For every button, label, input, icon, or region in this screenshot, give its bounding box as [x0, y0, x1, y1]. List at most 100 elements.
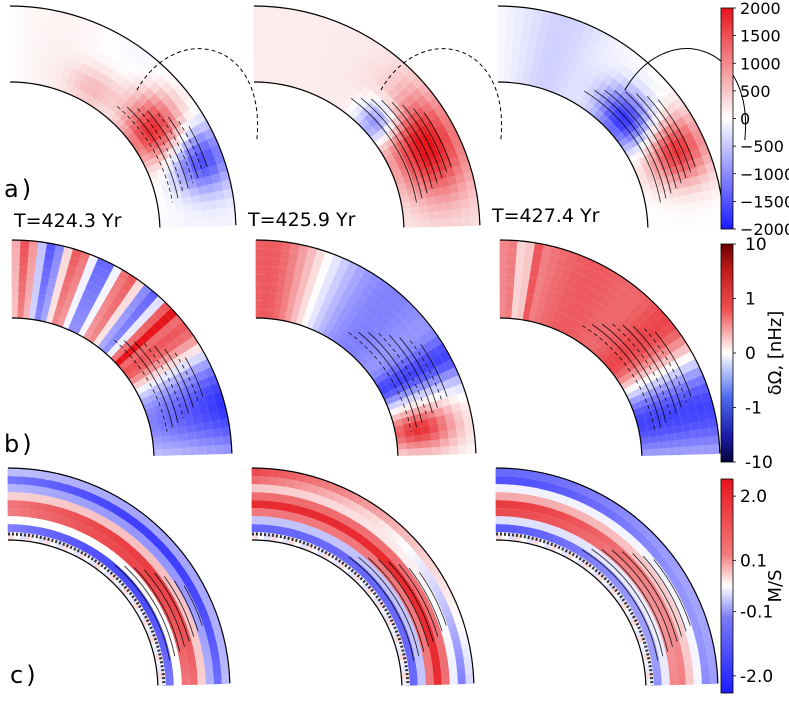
- contour-line-a-1: [157, 113, 194, 184]
- cell-b-2: [255, 266, 265, 275]
- cell-a-3: [645, 201, 655, 210]
- cell-b-3: [580, 336, 592, 347]
- cell-a-2: [471, 215, 480, 226]
- cell-a-1: [25, 32, 35, 42]
- cell-b-1: [87, 322, 98, 334]
- cell-b-3: [688, 412, 699, 424]
- cell-c-3: [551, 492, 562, 503]
- cell-a-1: [193, 218, 203, 227]
- cell-b-3: [598, 351, 610, 363]
- cell-c-2: [311, 476, 324, 488]
- cell-b-2: [432, 399, 443, 411]
- cell-a-2: [452, 200, 462, 211]
- cell-b-2: [404, 435, 415, 444]
- cell-b-3: [686, 404, 698, 416]
- cell-a-1: [120, 112, 132, 124]
- cell-b-1: [49, 269, 60, 281]
- cell-b-1: [113, 319, 125, 331]
- cell-b-3: [702, 444, 712, 455]
- cell-a-3: [531, 17, 543, 28]
- cell-b-1: [196, 445, 206, 455]
- cell-b-3: [666, 440, 677, 449]
- cell-c-3: [512, 468, 524, 478]
- cell-a-2: [417, 198, 428, 208]
- cell-b-1: [97, 339, 109, 351]
- cell-b-2: [461, 408, 472, 420]
- cell-a-1: [28, 66, 38, 76]
- cell-b-2: [357, 319, 369, 331]
- cell-b-3: [639, 430, 649, 439]
- cell-a-3: [523, 67, 532, 77]
- cell-a-1: [60, 20, 72, 32]
- cell-a-2: [436, 169, 448, 181]
- cell-b-3: [585, 318, 597, 330]
- cell-a-1: [199, 139, 211, 152]
- cell-b-2: [379, 385, 391, 396]
- panel-a-2: [253, 5, 503, 228]
- cell-b-1: [91, 314, 103, 326]
- cell-a-3: [693, 183, 704, 195]
- cell-a-3: [699, 172, 710, 185]
- cell-b-3: [590, 332, 602, 344]
- cell-a-3: [532, 8, 544, 19]
- cell-c-1: [38, 494, 49, 504]
- cell-b-1: [205, 445, 215, 455]
- cell-a-2: [460, 198, 471, 210]
- cell-a-2: [402, 207, 412, 216]
- cell-b-1: [153, 443, 163, 451]
- cell-b-3: [499, 300, 507, 310]
- cell-a-1: [43, 60, 53, 71]
- cell-c-1: [126, 580, 138, 591]
- cell-c-3: [708, 664, 718, 676]
- cell-c-3: [614, 580, 626, 591]
- cell-c-3: [666, 654, 676, 665]
- cell-c-2: [259, 484, 270, 493]
- cell-b-1: [129, 359, 141, 371]
- cell-c-1: [165, 678, 174, 686]
- cell-b-3: [636, 419, 647, 428]
- cell-b-1: [135, 315, 148, 328]
- cell-b-1: [88, 332, 99, 344]
- cell-c-1: [197, 675, 206, 685]
- cell-b-3: [531, 295, 541, 306]
- cell-b-2: [294, 261, 306, 272]
- cell-b-1: [204, 437, 215, 447]
- cell-b-1: [179, 447, 189, 456]
- cell-c-3: [669, 676, 678, 686]
- cell-a-1: [216, 161, 228, 174]
- cell-c-3: [678, 636, 689, 647]
- cell-c-3: [674, 620, 685, 632]
- cell-a-3: [528, 33, 539, 44]
- cell-a-2: [430, 179, 442, 190]
- cell-c-1: [188, 668, 198, 678]
- cell-a-3: [517, 57, 527, 68]
- cell-b-3: [578, 303, 590, 315]
- cell-b-3: [613, 370, 625, 381]
- cell-b-3: [649, 442, 659, 450]
- cell-c-2: [361, 570, 373, 582]
- cell-a-2: [260, 56, 269, 66]
- cell-b-1: [36, 250, 47, 261]
- cell-b-2: [436, 414, 447, 425]
- cell-a-2: [381, 132, 393, 144]
- cell-a-2: [269, 32, 279, 42]
- cell-a-3: [680, 210, 690, 220]
- cell-b-3: [659, 405, 671, 415]
- cell-b-1: [33, 276, 43, 286]
- cell-a-1: [39, 76, 49, 87]
- cell-c-1: [92, 549, 104, 561]
- cell-a-1: [68, 23, 80, 34]
- cell-c-2: [331, 546, 342, 557]
- cell-a-3: [625, 148, 636, 159]
- cell-b-1: [102, 321, 114, 334]
- cell-a-3: [504, 48, 514, 58]
- cell-b-3: [617, 321, 630, 334]
- cell-b-3: [656, 427, 667, 437]
- cell-b-1: [82, 319, 93, 330]
- cell-a-2: [449, 183, 460, 195]
- cell-b-3: [710, 444, 720, 455]
- cell-a-1: [33, 75, 43, 86]
- cell-b-3: [673, 392, 685, 404]
- cell-c-2: [299, 490, 311, 500]
- cell-c-2: [401, 678, 410, 686]
